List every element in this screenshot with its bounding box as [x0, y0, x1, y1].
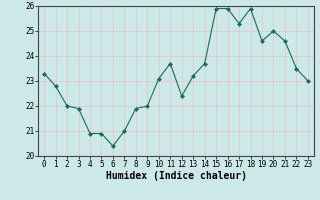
X-axis label: Humidex (Indice chaleur): Humidex (Indice chaleur)	[106, 171, 246, 181]
